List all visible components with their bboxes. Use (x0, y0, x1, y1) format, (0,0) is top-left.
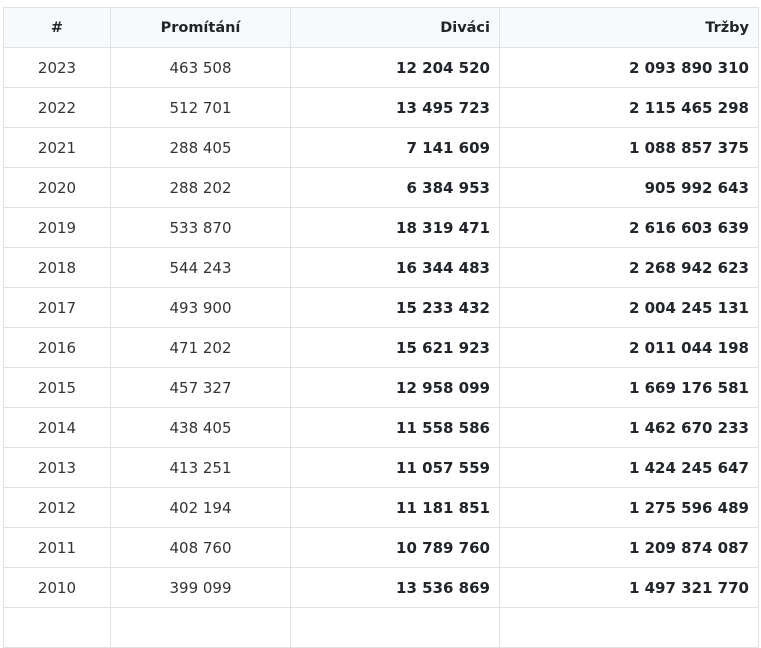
cell-revenue: 905 992 643 (499, 167, 759, 208)
cell-screenings: 408 760 (110, 527, 291, 568)
cell-screenings: 413 251 (110, 447, 291, 488)
cell-screenings: 438 405 (110, 407, 291, 448)
table-row: 2020 288 202 6 384 953 905 992 643 (3, 167, 759, 208)
cell-viewers: 15 233 432 (290, 287, 500, 328)
table-row: 2018 544 243 16 344 483 2 268 942 623 (3, 247, 759, 288)
cell-viewers: 16 344 483 (290, 247, 500, 288)
cell-year: 2014 (3, 407, 111, 448)
cell-year: 2012 (3, 487, 111, 528)
cell-revenue: 2 011 044 198 (499, 327, 759, 368)
cell-screenings: 471 202 (110, 327, 291, 368)
cell-viewers: 12 204 520 (290, 47, 500, 88)
table-row: 2011 408 760 10 789 760 1 209 874 087 (3, 527, 759, 568)
table-row: 2023 463 508 12 204 520 2 093 890 310 (3, 47, 759, 88)
yearly-stats-table: # Promítání Diváci Tržby 2023 463 508 12 2… (3, 7, 759, 648)
cell-year: 2011 (3, 527, 111, 568)
cell-viewers: 11 181 851 (290, 487, 500, 528)
cell-revenue: 2 093 890 310 (499, 47, 759, 88)
table-row: 2017 493 900 15 233 432 2 004 245 131 (3, 287, 759, 328)
cell-revenue: 1 424 245 647 (499, 447, 759, 488)
table-row: 2013 413 251 11 057 559 1 424 245 647 (3, 447, 759, 488)
cell-screenings: 533 870 (110, 207, 291, 248)
cell-year: 2023 (3, 47, 111, 88)
cell-viewers: 11 558 586 (290, 407, 500, 448)
cell-revenue: 1 088 857 375 (499, 127, 759, 168)
cell-year: 2018 (3, 247, 111, 288)
cell-screenings: 463 508 (110, 47, 291, 88)
table-body: 2023 463 508 12 204 520 2 093 890 310 2022 51… (3, 47, 759, 648)
cell-year: 2019 (3, 207, 111, 248)
cell-viewers: 12 958 099 (290, 367, 500, 408)
cell-viewers: 11 057 559 (290, 447, 500, 488)
cell-revenue: 1 497 321 770 (499, 567, 759, 608)
table-row: 2019 533 870 18 319 471 2 616 603 639 (3, 207, 759, 248)
cell-revenue: 1 669 176 581 (499, 367, 759, 408)
cell-screenings: 457 327 (110, 367, 291, 408)
cell-screenings: 512 701 (110, 87, 291, 128)
column-header-revenue[interactable]: Tržby (499, 7, 759, 48)
table-row: 2022 512 701 13 495 723 2 115 465 298 (3, 87, 759, 128)
cell-viewers: 13 536 869 (290, 567, 500, 608)
cell-year: 2015 (3, 367, 111, 408)
cell-screenings: 399 099 (110, 567, 291, 608)
cell-revenue: 2 616 603 639 (499, 207, 759, 248)
cell-viewers: 7 141 609 (290, 127, 500, 168)
table-row: 2012 402 194 11 181 851 1 275 596 489 (3, 487, 759, 528)
cell-screenings: 493 900 (110, 287, 291, 328)
cell-year: 2010 (3, 567, 111, 608)
cell-year: 2013 (3, 447, 111, 488)
cell-revenue: 2 115 465 298 (499, 87, 759, 128)
cell-year: 2022 (3, 87, 111, 128)
table-row: 2021 288 405 7 141 609 1 088 857 375 (3, 127, 759, 168)
header-row: # Promítání Diváci Tržby (3, 7, 759, 48)
table-row: 2015 457 327 12 958 099 1 669 176 581 (3, 367, 759, 408)
column-header-year[interactable]: # (3, 7, 111, 48)
table-row: 2016 471 202 15 621 923 2 011 044 198 (3, 327, 759, 368)
cell-screenings: 288 405 (110, 127, 291, 168)
cell-viewers: 18 319 471 (290, 207, 500, 248)
cell-revenue: 1 275 596 489 (499, 487, 759, 528)
cell-viewers: 6 384 953 (290, 167, 500, 208)
cell-year: 2017 (3, 287, 111, 328)
cell-revenue: 1 209 874 087 (499, 527, 759, 568)
column-header-viewers[interactable]: Diváci (290, 7, 500, 48)
cell-revenue: 2 268 942 623 (499, 247, 759, 288)
table-row: 2010 399 099 13 536 869 1 497 321 770 (3, 567, 759, 608)
table-row: 2014 438 405 11 558 586 1 462 670 233 (3, 407, 759, 448)
cell-viewers: 15 621 923 (290, 327, 500, 368)
cell-year: 2016 (3, 327, 111, 368)
cell-screenings: 402 194 (110, 487, 291, 528)
cell-screenings: 288 202 (110, 167, 291, 208)
cell-screenings: 544 243 (110, 247, 291, 288)
table-header: # Promítání Diváci Tržby (3, 7, 759, 48)
cell-revenue: 1 462 670 233 (499, 407, 759, 448)
cell-year: 2020 (3, 167, 111, 208)
cell-year: 2021 (3, 127, 111, 168)
cell-viewers: 13 495 723 (290, 87, 500, 128)
cell-viewers: 10 789 760 (290, 527, 500, 568)
cell-revenue: 2 004 245 131 (499, 287, 759, 328)
column-header-screenings[interactable]: Promítání (110, 7, 291, 48)
